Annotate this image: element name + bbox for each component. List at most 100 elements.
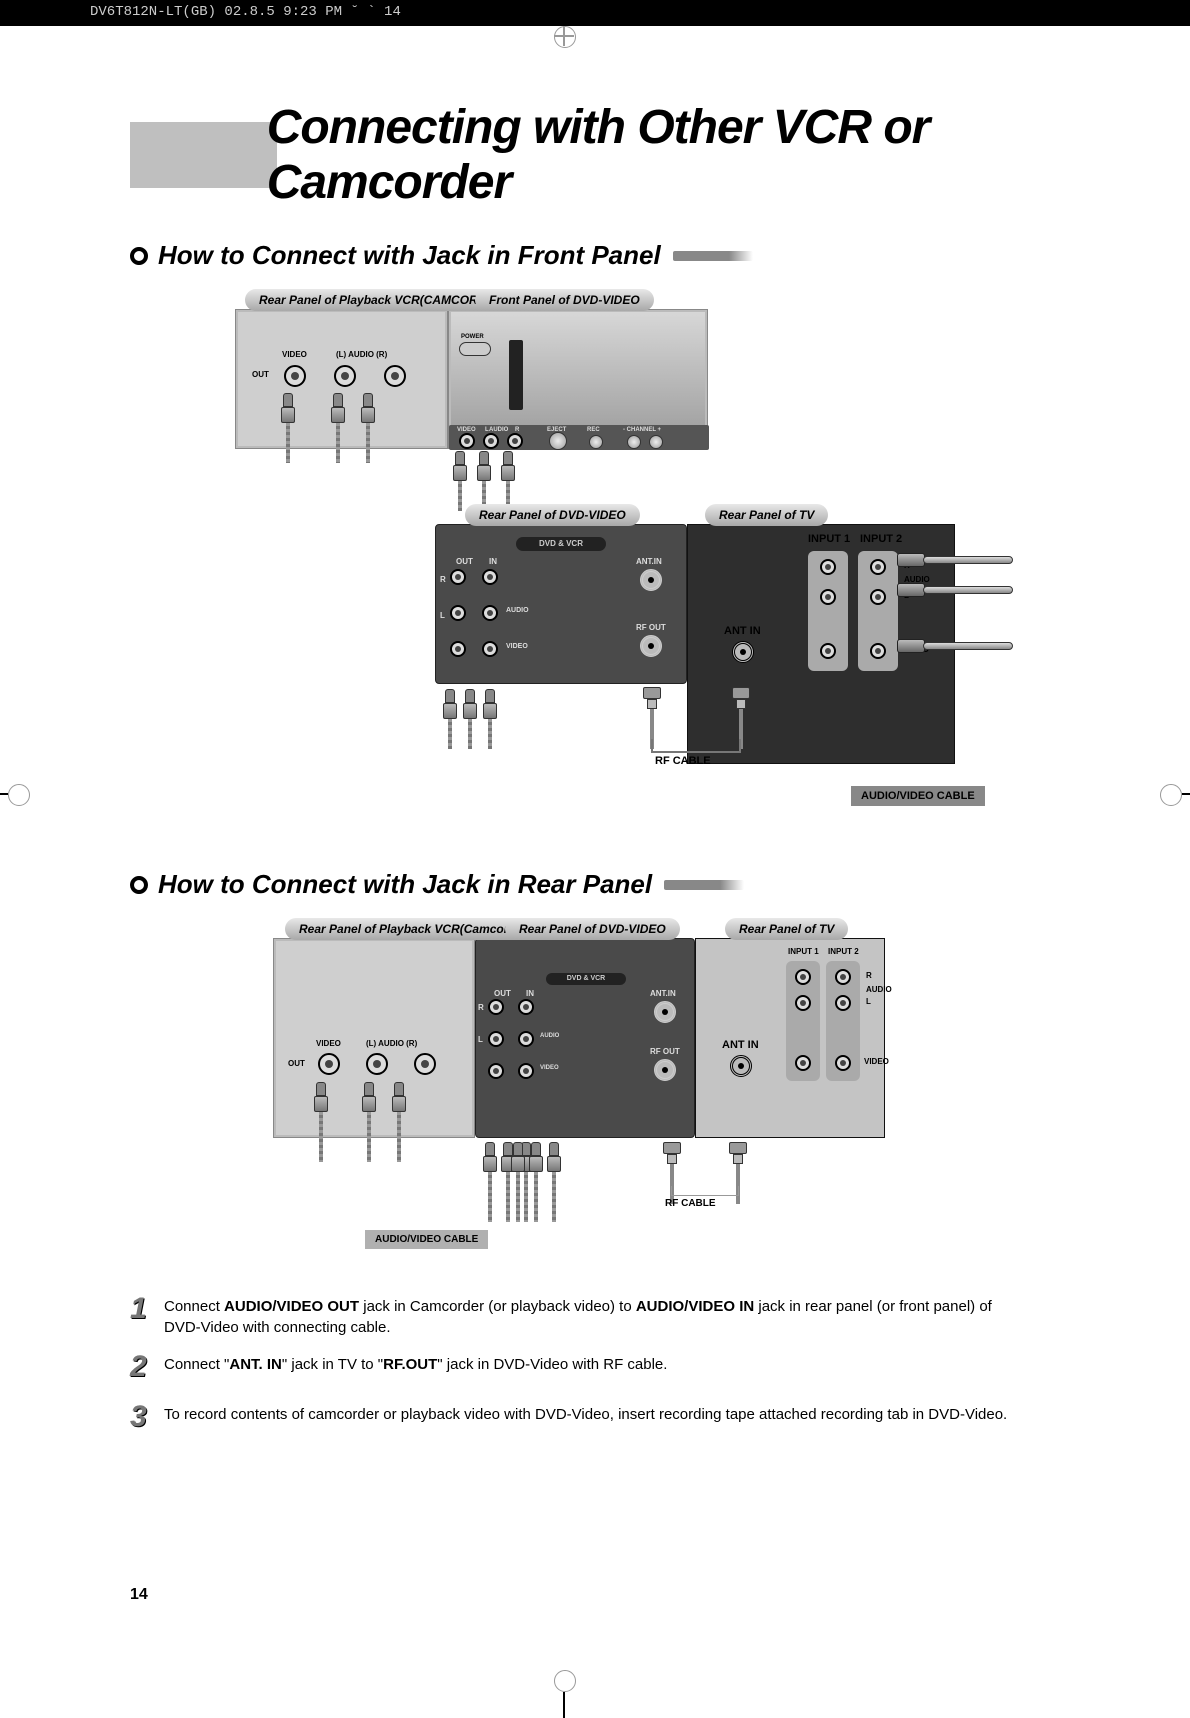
rp-aud: AUDIO [506,607,529,614]
crop-mark-left [0,780,40,810]
av-cable-tv [897,553,1017,613]
ch-up-btn [649,435,663,449]
tv-j-v1 [820,643,836,659]
step-2: 2 Connect "ANT. IN" jack in TV to "RF.OU… [130,1346,1010,1388]
diagram-rear-panel: Rear Panel of Playback VCR(Camcorder) Re… [185,918,1005,1268]
fp-label-l: L [485,427,489,433]
rp2-vid: VIDEO [540,1065,559,1071]
tv-input1: INPUT 1 [808,533,850,545]
caption-av: AUDIO/VIDEO CABLE [851,786,985,806]
page-title: Connecting with Other VCR or Camcorder [267,100,1060,210]
rp-antin: ANT.IN [636,557,662,566]
rp2-aud: AUDIO [540,1033,559,1039]
rp2-jack-r-out [488,999,504,1015]
s2d: RF.OUT [383,1356,437,1373]
tv-ant-jack [732,641,754,663]
label-power: POWER [461,334,484,340]
tv2-j-r2 [835,969,851,985]
rp2-jack-r-in [518,999,534,1015]
label2-rear-tv: Rear Panel of TV [725,918,848,940]
rp-jack-v-in [482,641,498,657]
jack-audio-l-out2 [366,1053,388,1075]
rp-r: R [440,575,446,584]
rp2-jack-v-out [488,1063,504,1079]
title-row: Connecting with Other VCR or Camcorder [130,100,1060,210]
jack-audio-r-out2 [414,1053,436,1075]
step-3-num: 3 [130,1396,164,1438]
label-rear-tv: Rear Panel of TV [705,504,828,526]
rp2-l: L [478,1035,483,1044]
caption-rf: RF CABLE [655,755,711,767]
label-video: VIDEO [282,350,307,359]
rp2-rfout-jack [654,1059,676,1081]
rp-jack-r-in [482,569,498,585]
rp-rfout-jack [640,635,662,657]
label-audio-lr: (L) AUDIO (R) [336,350,387,359]
tv2-j-l1 [795,995,811,1011]
fp-label-channel: - CHANNEL + [623,427,661,433]
caption-av2: AUDIO/VIDEO CABLE [365,1230,488,1249]
s1c: jack in Camcorder (or playback video) to [359,1298,636,1315]
diagram-front-panel: Rear Panel of Playback VCR(CAMCORDER) Fr… [185,289,1005,849]
rp-jack-l-out [450,605,466,621]
plugs-camcorder [281,393,375,463]
rp2-antin-jack [654,1001,676,1023]
instructions: 1 Connect AUDIO/VIDEO OUT jack in Camcor… [130,1288,1010,1438]
s1d: AUDIO/VIDEO IN [636,1298,754,1315]
section-bar [664,880,744,890]
tv-j-l2 [870,589,886,605]
rp-jack-v-out [450,641,466,657]
step-1: 1 Connect AUDIO/VIDEO OUT jack in Camcor… [130,1288,1010,1338]
rp-jack-r-out [450,569,466,585]
rp2-antin: ANT.IN [650,989,676,998]
dvd-front-panel: POWER VIDEO AUDIO L R EJECT REC - CHANNE… [448,309,708,449]
rp2-in: IN [526,989,534,998]
rp-out: OUT [456,557,473,566]
crop-mark-bottom [550,1664,580,1704]
plugs-cam2 [314,1082,406,1162]
rp-rfout: RF OUT [636,623,666,632]
label-video2: VIDEO [316,1039,341,1048]
tv2-j-v1 [795,1055,811,1071]
rp2-out: OUT [494,989,511,998]
rp-jack-l-in [482,605,498,621]
s1a: Connect [164,1298,224,1315]
step-2-text: Connect "ANT. IN" jack in TV to "RF.OUT"… [164,1346,667,1388]
section1-heading: How to Connect with Jack in Front Panel [130,240,1060,271]
tv2-input2: INPUT 2 [828,947,859,956]
tv2-ant-in: ANT IN [722,1039,759,1051]
fp-label-rec: REC [587,427,600,433]
fp-jack-audio-l [483,433,499,449]
label2-rear-dvd: Rear Panel of DVD-VIDEO [505,918,680,940]
label-out2: OUT [288,1059,305,1068]
s2e: " jack in DVD-Video with RF cable. [437,1356,667,1373]
tv2-r: R [866,971,872,980]
dvd-vcr-badge: DVD & VCR [516,537,606,551]
rp2-r: R [478,1003,484,1012]
ch-down-btn [627,435,641,449]
plugs-dvd-rear [443,689,497,749]
s2c: " jack in TV to " [282,1356,383,1373]
rec-btn [589,435,603,449]
rp-vid: VIDEO [506,643,528,650]
rp2-jack-l-out [488,1031,504,1047]
crop-mark-right [1150,780,1190,810]
dvd-rear-panel2: DVD & VCR OUT IN R L AUDIO VIDEO ANT.IN … [475,938,695,1138]
rp-antin-jack [640,569,662,591]
jack-audio-l-out [334,365,356,387]
eject-btn [549,432,567,450]
fp-label-eject: EJECT [547,427,566,433]
header-file-info: DV6T812N-LT(GB) 02.8.5 9:23 PM ˘ ` 14 [90,4,401,20]
title-tab [130,122,277,188]
step-1-num: 1 [130,1288,164,1338]
section2-title: How to Connect with Jack in Rear Panel [158,869,652,900]
section1-title: How to Connect with Jack in Front Panel [158,240,661,271]
tape-slot [509,340,523,410]
tv-ant-in: ANT IN [724,625,761,637]
tv2-l: L [866,997,871,1006]
tv2-j-l2 [835,995,851,1011]
dvd-vcr-badge2: DVD & VCR [546,973,626,985]
label-rear-dvd: Rear Panel of DVD-VIDEO [465,504,640,526]
tv-j-v2 [870,643,886,659]
section-bar [673,251,753,261]
